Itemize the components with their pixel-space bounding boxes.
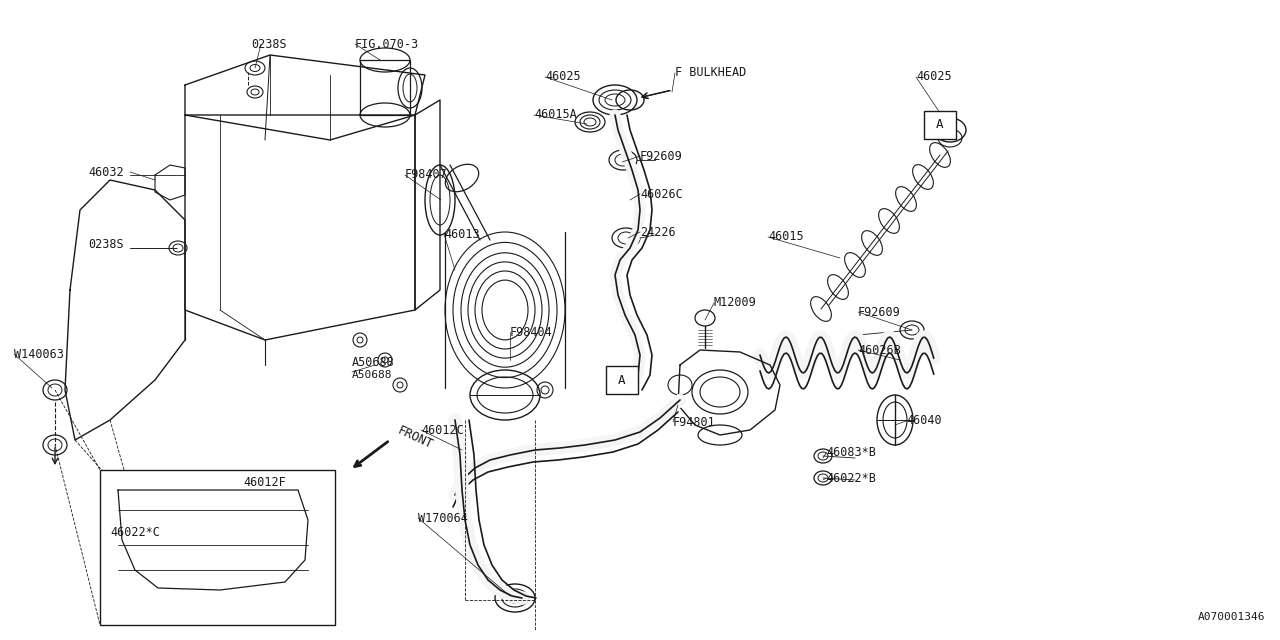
Bar: [924, 111, 956, 139]
Text: 0238S: 0238S: [251, 38, 287, 51]
Text: 0238S: 0238S: [88, 239, 124, 252]
Text: 46012C: 46012C: [421, 424, 463, 436]
Bar: [605, 366, 637, 394]
Text: 46032: 46032: [88, 166, 124, 179]
Text: W170064: W170064: [419, 511, 468, 525]
Text: 46022*B: 46022*B: [826, 472, 876, 484]
Text: F92609: F92609: [858, 305, 901, 319]
Text: F94801: F94801: [673, 415, 716, 429]
Text: 46083*B: 46083*B: [826, 447, 876, 460]
Text: A: A: [936, 118, 943, 131]
Text: A50688: A50688: [352, 355, 394, 369]
Text: 46015A: 46015A: [534, 109, 577, 122]
Text: FIG.070-3: FIG.070-3: [355, 38, 419, 51]
Text: 46012F: 46012F: [243, 476, 285, 488]
Text: W140063: W140063: [14, 348, 64, 360]
Text: 46025: 46025: [916, 70, 951, 83]
Text: F98407: F98407: [404, 168, 448, 182]
Text: 46022*C: 46022*C: [110, 527, 160, 540]
Text: A070001346: A070001346: [1198, 612, 1265, 622]
Text: 24226: 24226: [640, 225, 676, 239]
Text: 46026B: 46026B: [858, 344, 901, 356]
Text: M12009: M12009: [714, 296, 756, 310]
Text: 46015: 46015: [768, 230, 804, 243]
Text: 46040: 46040: [906, 415, 942, 428]
Text: F98404: F98404: [509, 326, 553, 339]
Text: F BULKHEAD: F BULKHEAD: [675, 67, 746, 79]
Text: A: A: [618, 374, 626, 387]
Text: 46025: 46025: [545, 70, 581, 83]
Text: 46013: 46013: [444, 227, 480, 241]
Text: FRONT: FRONT: [396, 424, 434, 452]
Text: A50688: A50688: [352, 370, 393, 380]
Text: 46026C: 46026C: [640, 188, 682, 200]
Text: F92609: F92609: [640, 150, 682, 163]
Bar: [100, 470, 335, 625]
